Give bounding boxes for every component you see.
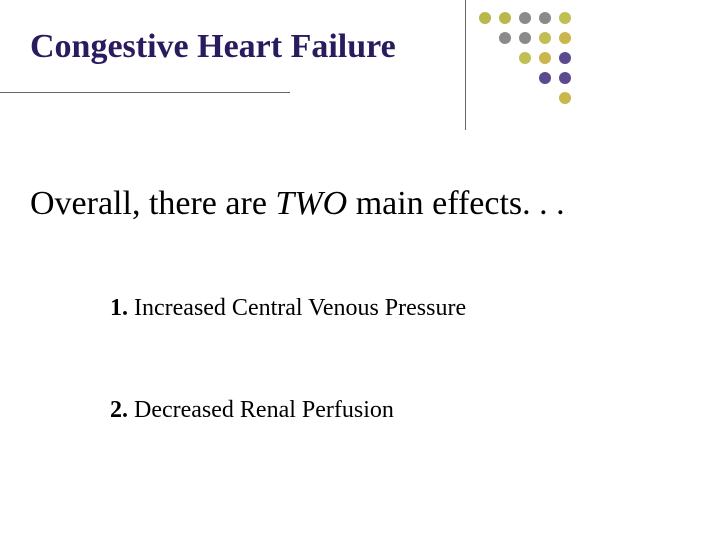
item-text: Increased Central Venous Pressure: [134, 295, 466, 321]
list-item: 1. Increased Central Venous Pressure: [110, 295, 466, 322]
separator-horizontal: [0, 92, 290, 93]
separator-vertical: [465, 0, 466, 130]
subtitle-emphasis: TWO: [275, 185, 347, 222]
subtitle-post: main effects. . .: [347, 185, 564, 222]
item-number: 2.: [110, 397, 128, 423]
subtitle: Overall, there are TWO main effects. . .: [30, 185, 700, 223]
page-title: Congestive Heart Failure: [30, 28, 396, 66]
item-number: 1.: [110, 295, 128, 321]
dot-grid-icon: [475, 8, 595, 128]
item-text: Decreased Renal Perfusion: [134, 397, 394, 423]
list-item: 2. Decreased Renal Perfusion: [110, 397, 394, 424]
subtitle-pre: Overall, there are: [30, 185, 275, 222]
